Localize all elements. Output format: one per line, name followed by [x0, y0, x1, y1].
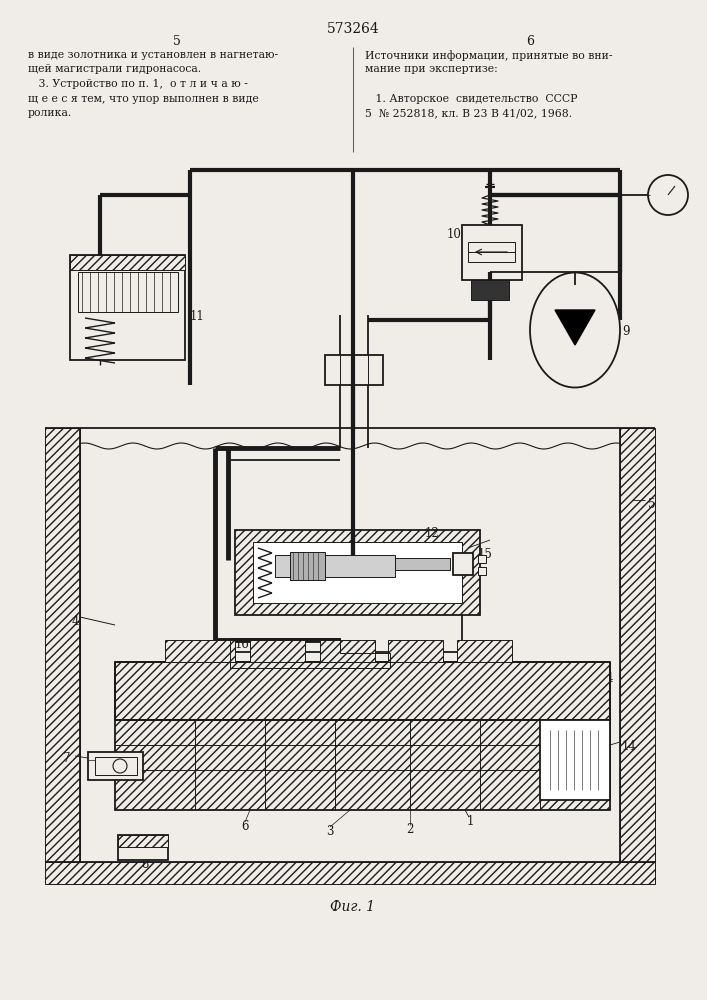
Bar	[235, 530, 480, 615]
Bar	[70, 255, 185, 270]
Bar	[45, 428, 80, 862]
Circle shape	[113, 759, 127, 773]
Bar	[95, 757, 137, 775]
Text: 10: 10	[447, 228, 462, 241]
Text: 7: 7	[63, 752, 71, 765]
Bar	[478, 555, 486, 563]
Text: 15: 15	[478, 548, 493, 561]
Text: Фиг. 1: Фиг. 1	[330, 900, 375, 914]
Text: 5: 5	[648, 498, 655, 511]
Bar	[388, 640, 443, 662]
Text: 12: 12	[425, 527, 440, 540]
Text: 3. Устройство по п. 1,  о т л и ч а ю -: 3. Устройство по п. 1, о т л и ч а ю -	[28, 79, 248, 89]
Text: мание при экспертизе:: мание при экспертизе:	[365, 64, 498, 75]
Bar	[250, 640, 305, 662]
Text: ролика.: ролика.	[28, 108, 72, 118]
Bar	[457, 640, 512, 662]
Polygon shape	[555, 310, 595, 345]
Bar	[115, 662, 610, 720]
Text: 3: 3	[326, 825, 334, 838]
Text: 9: 9	[622, 325, 629, 338]
Bar	[395, 558, 450, 570]
Text: 13: 13	[660, 175, 675, 188]
Text: 1: 1	[467, 815, 474, 828]
Text: 6: 6	[526, 35, 534, 48]
Text: 4: 4	[72, 615, 79, 628]
Bar	[78, 272, 178, 312]
Text: 11: 11	[190, 310, 205, 323]
Bar	[115, 720, 610, 810]
Bar	[165, 640, 235, 662]
Text: 8: 8	[141, 858, 148, 871]
Bar	[320, 640, 375, 662]
Bar	[70, 255, 185, 360]
Text: щ е е с я тем, что упор выполнен в виде: щ е е с я тем, что упор выполнен в виде	[28, 94, 259, 104]
Bar	[468, 242, 515, 262]
Text: в виде золотника и установлен в нагнетаю-: в виде золотника и установлен в нагнетаю…	[28, 50, 278, 60]
Text: 5: 5	[173, 35, 181, 48]
Bar	[471, 280, 509, 300]
Text: 6: 6	[241, 820, 249, 833]
Bar	[453, 553, 473, 575]
Text: 5  № 252818, кл. В 23 В 41/02, 1968.: 5 № 252818, кл. В 23 В 41/02, 1968.	[365, 108, 572, 118]
Bar	[325, 355, 383, 385]
Bar	[478, 567, 486, 575]
Ellipse shape	[530, 272, 620, 387]
Bar	[118, 835, 168, 847]
Text: 14: 14	[622, 740, 637, 753]
Text: 16: 16	[235, 638, 250, 651]
Text: 573264: 573264	[327, 22, 380, 36]
Text: Источники информации, принятые во вни-: Источники информации, принятые во вни-	[365, 50, 612, 61]
Text: 2: 2	[407, 823, 414, 836]
Bar	[45, 862, 655, 884]
Text: 4: 4	[606, 672, 614, 685]
Bar	[548, 728, 602, 793]
Bar	[253, 542, 462, 603]
Text: щей магистрали гидронасоса.: щей магистрали гидронасоса.	[28, 64, 201, 75]
Bar	[620, 428, 655, 862]
Bar	[290, 552, 325, 580]
Bar	[540, 720, 610, 800]
Bar	[275, 555, 395, 577]
Bar	[118, 835, 168, 860]
Text: 1. Авторское  свидетельство  СССР: 1. Авторское свидетельство СССР	[365, 94, 578, 104]
Bar	[88, 752, 143, 780]
Circle shape	[648, 175, 688, 215]
Bar	[462, 225, 522, 280]
